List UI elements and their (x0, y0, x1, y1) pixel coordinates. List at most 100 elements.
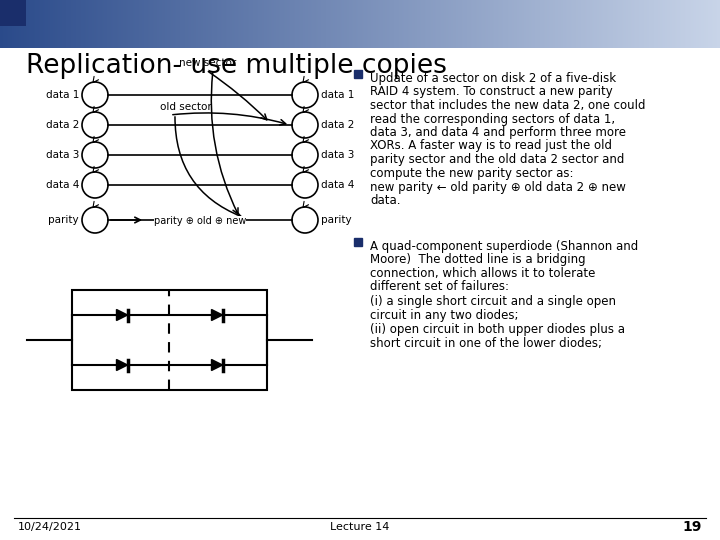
Bar (354, 0, 355, 48)
Bar (366, 0, 367, 48)
Bar (517, 0, 518, 48)
Bar (318, 0, 319, 48)
Text: connection, which allows it to tolerate: connection, which allows it to tolerate (370, 267, 595, 280)
Bar (311, 0, 312, 48)
Bar (542, 0, 543, 48)
Bar (330, 0, 331, 48)
Bar (10, 0, 11, 48)
Bar (19, 0, 20, 48)
Bar (146, 0, 147, 48)
Bar (335, 0, 336, 48)
Bar (280, 0, 281, 48)
Bar (375, 0, 376, 48)
Bar (129, 0, 130, 48)
Bar (120, 0, 121, 48)
Bar (533, 0, 534, 48)
Bar (56, 0, 57, 48)
Bar (571, 0, 572, 48)
Bar (545, 0, 546, 48)
Bar (53, 0, 54, 48)
Text: new parity ← old parity ⊕ old data 2 ⊕ new: new parity ← old parity ⊕ old data 2 ⊕ n… (370, 181, 626, 194)
Bar (312, 0, 313, 48)
Bar (152, 0, 153, 48)
Bar (671, 0, 672, 48)
Bar (293, 0, 294, 48)
Bar (95, 0, 96, 48)
Bar (84, 0, 85, 48)
Bar (443, 0, 444, 48)
Bar (714, 0, 715, 48)
Bar (382, 0, 383, 48)
Bar (438, 0, 439, 48)
Bar (23, 0, 24, 48)
Bar (25, 0, 26, 48)
Bar (214, 0, 215, 48)
Bar (376, 0, 377, 48)
Bar (360, 0, 361, 48)
Bar (211, 0, 212, 48)
Bar (259, 0, 260, 48)
Bar (242, 0, 243, 48)
Bar (4, 0, 5, 48)
Bar (590, 0, 591, 48)
Bar (591, 0, 592, 48)
Bar (537, 0, 538, 48)
Bar (62, 0, 63, 48)
Bar (17, 0, 18, 48)
Bar (672, 0, 673, 48)
Bar (589, 0, 590, 48)
Bar (528, 0, 529, 48)
Bar (55, 0, 56, 48)
Bar (426, 0, 427, 48)
Bar (358, 0, 359, 48)
Bar (474, 0, 475, 48)
Bar (657, 0, 658, 48)
Bar (469, 0, 470, 48)
Bar (409, 0, 410, 48)
Bar (597, 0, 598, 48)
Bar (707, 0, 708, 48)
Bar (302, 0, 303, 48)
Bar (536, 0, 537, 48)
Bar (162, 0, 163, 48)
Bar (478, 0, 479, 48)
Bar (76, 0, 77, 48)
Bar (450, 0, 451, 48)
Bar (665, 0, 666, 48)
Bar (314, 0, 315, 48)
Bar (188, 0, 189, 48)
Bar (679, 0, 680, 48)
Bar (334, 0, 335, 48)
Bar (34, 0, 35, 48)
Bar (543, 0, 544, 48)
Bar (570, 0, 571, 48)
Bar (676, 0, 677, 48)
Bar (247, 0, 248, 48)
Bar (695, 0, 696, 48)
Bar (587, 0, 588, 48)
Bar (648, 0, 649, 48)
Bar (40, 0, 41, 48)
Bar (154, 0, 155, 48)
Bar (215, 0, 216, 48)
Bar (119, 0, 120, 48)
Bar (328, 0, 329, 48)
Bar (684, 0, 685, 48)
Bar (14, 0, 15, 48)
Bar (396, 0, 397, 48)
Bar (71, 0, 72, 48)
Bar (144, 0, 145, 48)
Bar (78, 0, 79, 48)
Bar (131, 0, 132, 48)
Bar (122, 0, 123, 48)
Bar (645, 0, 646, 48)
Bar (577, 0, 578, 48)
Bar (127, 0, 128, 48)
Bar (267, 0, 268, 48)
Bar (261, 0, 262, 48)
Bar (99, 0, 100, 48)
Bar (246, 0, 247, 48)
Bar (425, 0, 426, 48)
Bar (192, 0, 193, 48)
Bar (700, 0, 701, 48)
